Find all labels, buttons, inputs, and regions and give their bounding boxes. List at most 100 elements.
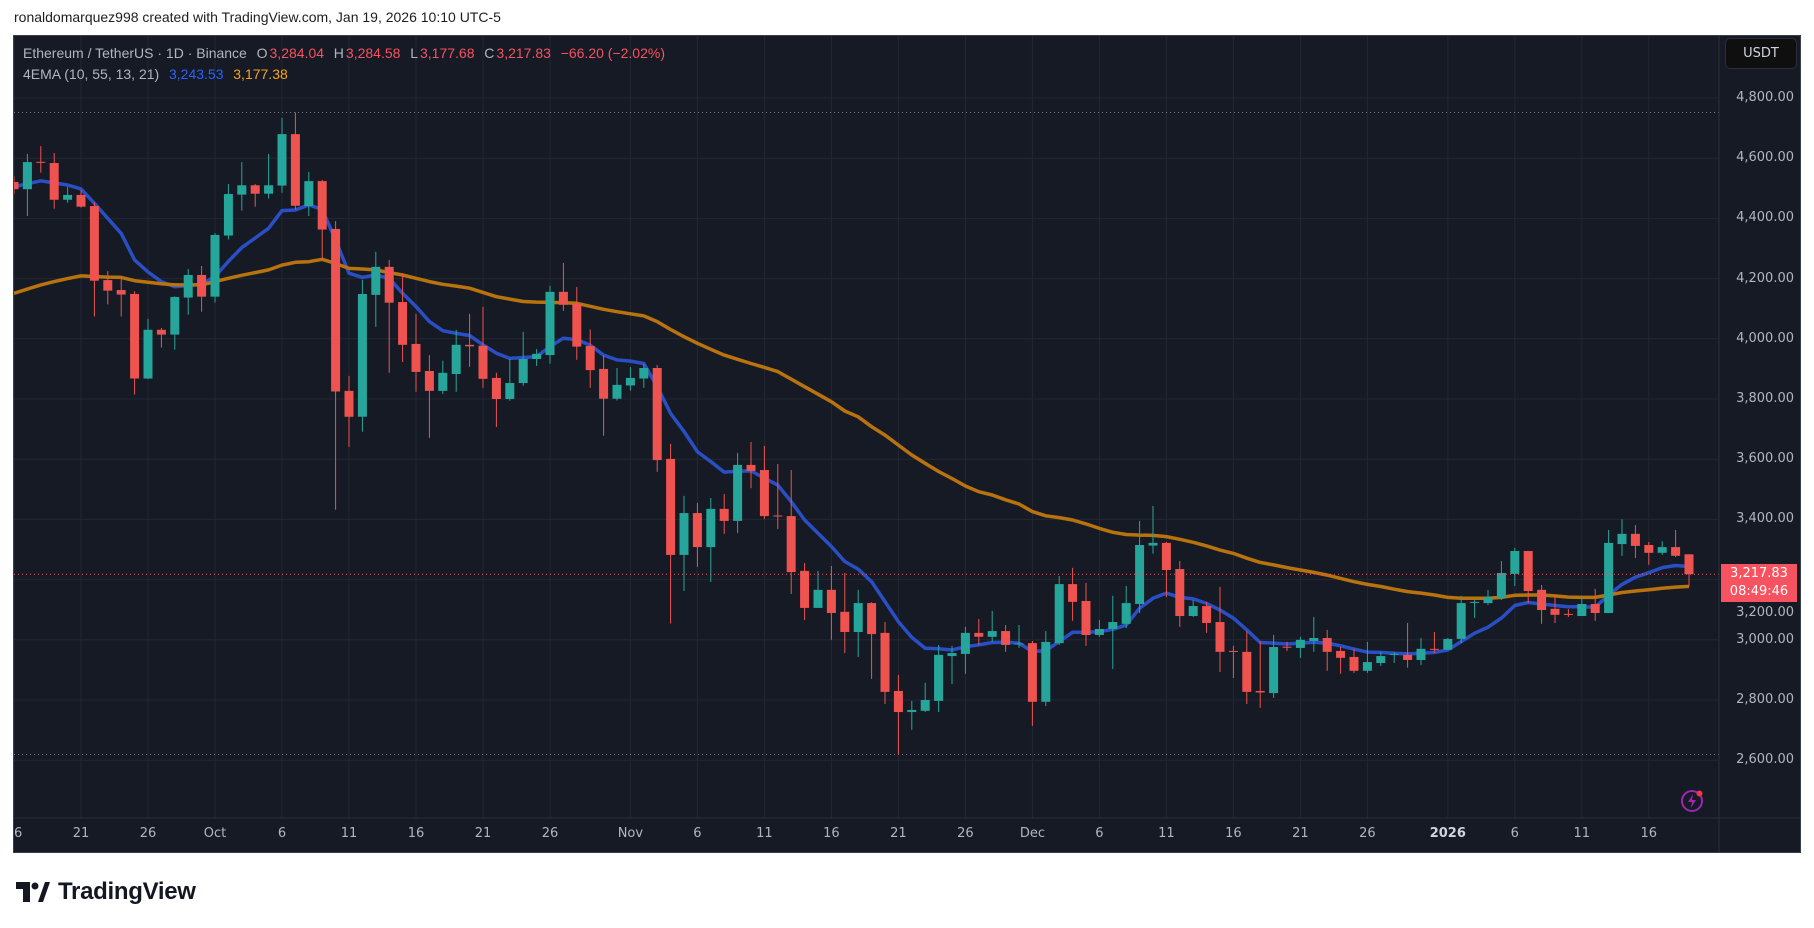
candle-body (1617, 533, 1627, 545)
candle (893, 675, 903, 755)
candle (947, 645, 957, 685)
candle (1148, 505, 1158, 554)
candle (585, 329, 595, 388)
candle (1684, 554, 1694, 587)
candle (1175, 560, 1185, 627)
candle (331, 221, 341, 510)
candle-body (893, 690, 903, 713)
price-tick-label: 3,400.00 (1736, 511, 1794, 527)
indicator-legend[interactable]: 4EMA (10, 55, 13, 21) 3,243.53 3,177.38 (23, 66, 290, 82)
candle (1081, 582, 1091, 646)
candle (1215, 586, 1225, 673)
candle-body (572, 303, 582, 347)
candle (1242, 631, 1252, 704)
candle (1630, 525, 1640, 558)
candle (1644, 541, 1654, 565)
candle (800, 563, 810, 620)
time-tick-label: 26 (541, 826, 559, 841)
time-axis[interactable]: 16 21 26 Oct 6 11 16 21 26 Nov 6 11 16 21 26 Dec 6 11 16 21… (14, 818, 1719, 852)
candle-body (1228, 650, 1238, 652)
close-value: 3,217.83 (496, 45, 551, 61)
time-tick-label: 21 (890, 826, 907, 841)
candle (666, 443, 676, 624)
candle-body (465, 344, 475, 347)
candle (826, 566, 836, 640)
candle (22, 153, 32, 216)
candle-body (666, 458, 676, 555)
candle (183, 268, 193, 315)
candle-body (1456, 603, 1466, 639)
chart-marks (14, 111, 1719, 755)
candle (130, 291, 140, 395)
candle-body (853, 603, 863, 632)
candle-body (625, 377, 635, 386)
candle (1282, 641, 1292, 651)
candle (1389, 651, 1399, 663)
symbol-legend[interactable]: Ethereum / TetherUS · 1D · Binance O 3,28… (23, 45, 667, 61)
candle-body (223, 194, 233, 236)
candle-body (1684, 554, 1694, 575)
candle (1577, 595, 1587, 617)
candle-body (585, 346, 595, 371)
candle (612, 367, 622, 401)
candle (1429, 631, 1439, 654)
tradingview-logo[interactable]: TradingView (16, 878, 196, 906)
time-tick-label: 16 (1640, 826, 1658, 841)
candle-body (357, 293, 367, 417)
candle (1617, 519, 1627, 556)
candle-body (813, 589, 823, 608)
candle-body (1148, 542, 1158, 546)
candle (36, 146, 46, 173)
candle-body (451, 344, 461, 375)
candle-body (371, 266, 381, 295)
chart-pane[interactable] (13, 35, 1801, 853)
candle (1657, 541, 1667, 555)
time-tick-label: 6 (277, 826, 287, 841)
candle-body (491, 377, 501, 399)
candle (1322, 629, 1332, 671)
currency-button[interactable]: USDT (1725, 38, 1797, 69)
candle (478, 306, 488, 388)
candle (237, 162, 247, 211)
candle-body (1630, 533, 1640, 546)
candle (759, 445, 769, 520)
candle (853, 589, 863, 657)
candle (1470, 600, 1480, 618)
candle-body (1202, 606, 1212, 623)
time-tick-label: 11 (1573, 826, 1591, 841)
candle (599, 355, 609, 436)
candle-body (1389, 653, 1399, 655)
candle-body (532, 353, 542, 359)
candle-body (1376, 656, 1386, 663)
low-label: L (410, 45, 418, 61)
lightning-bolt-icon[interactable] (1680, 789, 1704, 813)
price-tick-label: 3,000.00 (1736, 631, 1794, 647)
candle (867, 602, 877, 679)
price-tick-label: 2,800.00 (1736, 692, 1794, 707)
candle-body (545, 291, 555, 356)
price-tick-label: 4,800.00 (1736, 90, 1794, 105)
candle-body (974, 632, 984, 637)
ema-fast-value: 3,243.53 (168, 66, 224, 82)
candle (1456, 595, 1466, 644)
candle-body (317, 181, 327, 230)
candle (76, 190, 86, 208)
time-tick-label: 16 (823, 826, 840, 841)
candle (1550, 595, 1560, 623)
candle (1014, 625, 1024, 648)
candle (733, 452, 743, 533)
candle-body (1269, 647, 1279, 694)
candle-body (331, 228, 341, 392)
candle-body (1510, 551, 1520, 574)
candle-body (1068, 584, 1078, 602)
time-tick-label: 11 (340, 826, 358, 841)
open-label: O (256, 45, 268, 61)
bar-countdown: 08:49:46 (1729, 584, 1789, 600)
candle-body (290, 134, 300, 206)
candle (558, 262, 568, 311)
candle (1510, 547, 1520, 586)
candle-body (22, 162, 32, 190)
candle (813, 570, 823, 608)
candle-body (518, 358, 528, 384)
